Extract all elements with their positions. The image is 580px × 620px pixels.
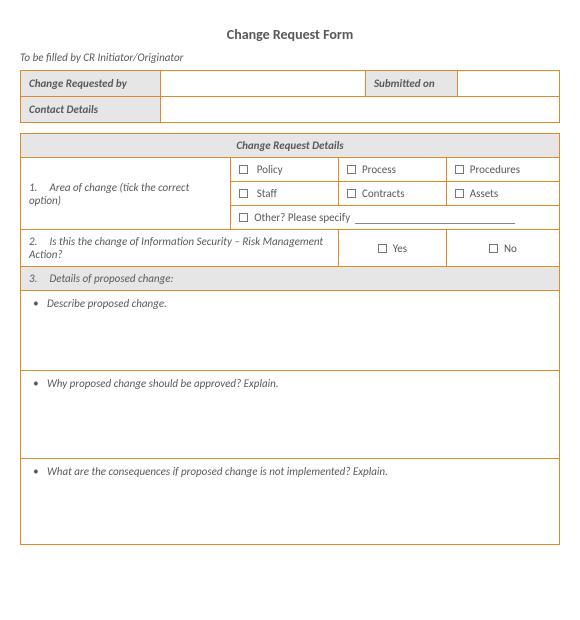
checkbox-icon bbox=[239, 189, 248, 198]
q3-num: 3. bbox=[29, 272, 47, 285]
contact-label: Contact Details bbox=[21, 97, 161, 123]
opt-contracts[interactable]: Contracts bbox=[339, 182, 447, 206]
checkbox-icon bbox=[455, 189, 464, 198]
submitted-on-label: Submitted on bbox=[365, 71, 457, 97]
bullet-why: Why proposed change should be approved? … bbox=[31, 377, 549, 390]
opt-staff[interactable]: Staff bbox=[231, 182, 339, 206]
q1-num: 1. bbox=[29, 181, 47, 194]
details-table: Change Request Details 1. Area of change… bbox=[20, 133, 560, 545]
q2-text: Is this the change of Information Securi… bbox=[29, 235, 323, 261]
opt-policy[interactable]: Policy bbox=[231, 158, 339, 182]
describe-area[interactable]: Describe proposed change. bbox=[21, 291, 560, 371]
checkbox-icon bbox=[455, 165, 464, 174]
opt-other[interactable]: Other? Please specify bbox=[231, 206, 560, 230]
opt-no[interactable]: No bbox=[446, 230, 559, 267]
q3-text: Details of proposed change: bbox=[50, 272, 174, 285]
submitted-on-value[interactable] bbox=[457, 71, 559, 97]
q2-num: 2. bbox=[29, 235, 47, 248]
q2-cell: 2. Is this the change of Information Sec… bbox=[21, 230, 339, 267]
other-specify-line[interactable] bbox=[355, 214, 515, 224]
requested-by-label: Change Requested by bbox=[21, 71, 161, 97]
opt-assets[interactable]: Assets bbox=[446, 182, 559, 206]
consequences-area[interactable]: What are the consequences if proposed ch… bbox=[21, 459, 560, 545]
form-page: { "title": "Change Request Form", "subti… bbox=[0, 0, 580, 545]
checkbox-icon bbox=[378, 244, 387, 253]
contact-value[interactable] bbox=[161, 97, 560, 123]
checkbox-icon bbox=[489, 244, 498, 253]
opt-process[interactable]: Process bbox=[339, 158, 447, 182]
opt-yes[interactable]: Yes bbox=[339, 230, 447, 267]
form-subtitle: To be filled by CR Initiator/Originator bbox=[20, 51, 560, 64]
checkbox-icon bbox=[239, 213, 248, 222]
q1-cell: 1. Area of change (tick the correct opti… bbox=[21, 158, 231, 230]
q3-cell: 3. Details of proposed change: bbox=[21, 267, 560, 291]
checkbox-icon bbox=[347, 189, 356, 198]
bullet-describe: Describe proposed change. bbox=[31, 297, 549, 310]
header-table: Change Requested by Submitted on Contact… bbox=[20, 70, 560, 123]
details-section-title: Change Request Details bbox=[21, 134, 560, 158]
form-title: Change Request Form bbox=[20, 26, 560, 43]
opt-procedures[interactable]: Procedures bbox=[446, 158, 559, 182]
bullet-consequences: What are the consequences if proposed ch… bbox=[31, 465, 549, 478]
why-area[interactable]: Why proposed change should be approved? … bbox=[21, 371, 560, 459]
checkbox-icon bbox=[239, 165, 248, 174]
q1-text: Area of change (tick the correct option) bbox=[29, 181, 189, 207]
checkbox-icon bbox=[347, 165, 356, 174]
requested-by-value[interactable] bbox=[161, 71, 366, 97]
